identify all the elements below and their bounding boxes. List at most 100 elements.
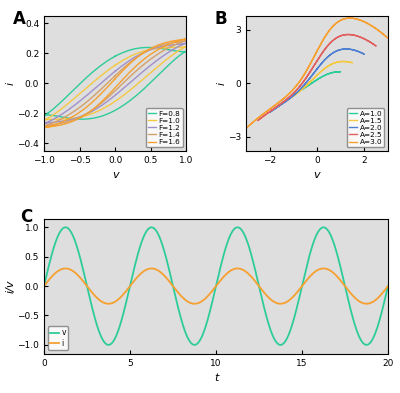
A=2.5 (272, 106, 277, 110)
A=2.5 (367, 39, 372, 44)
Line: A=3.0: A=3.0 (246, 18, 388, 129)
F=0.8 (146, 45, 151, 50)
F=1.0 (113, 63, 118, 68)
F=1.2 (144, 66, 149, 71)
X-axis label: v: v (112, 170, 118, 180)
F=1.0 (42, 118, 46, 122)
F=1.6 (144, 55, 149, 60)
A=1.5 (314, 73, 319, 78)
v (173, 294, 178, 299)
v (298, 289, 303, 294)
v (248, 249, 253, 254)
Line: i: i (44, 268, 388, 304)
F=1.0 (144, 74, 149, 79)
A=2.5 (354, 33, 358, 38)
Y-axis label: i: i (216, 82, 226, 85)
F=0.8 (62, 97, 67, 101)
F=1.6 (176, 38, 180, 42)
A=2.5 (346, 32, 350, 37)
A=1.0 (325, 72, 330, 77)
A=3.0 (306, 65, 311, 70)
Line: A=1.5: A=1.5 (281, 61, 352, 104)
X-axis label: t: t (214, 373, 218, 383)
A=2.0 (356, 50, 361, 54)
F=1.4 (160, 49, 165, 53)
F=1.2 (62, 110, 67, 115)
A=3.0 (378, 29, 382, 34)
Line: F=1.0: F=1.0 (44, 47, 186, 120)
F=1.6 (159, 41, 164, 46)
F=1.6 (104, 86, 109, 90)
F=1.0 (176, 45, 180, 50)
F=1.0 (159, 46, 164, 50)
Legend: F=0.8, F=1.0, F=1.2, F=1.4, F=1.6: F=0.8, F=1.0, F=1.2, F=1.4, F=1.6 (146, 108, 182, 147)
F=1.4 (144, 60, 149, 64)
F=0.8 (176, 49, 180, 54)
F=1.2 (104, 76, 109, 81)
F=1.2 (160, 54, 165, 59)
Line: A=2.5: A=2.5 (258, 35, 376, 121)
A=1.5 (346, 59, 351, 64)
A=2.0 (309, 74, 314, 79)
i (42, 284, 46, 288)
Legend: v, i: v, i (48, 326, 68, 350)
F=1.0 (184, 44, 188, 49)
A=1.0 (314, 77, 319, 82)
i (298, 285, 303, 290)
A=2.5 (314, 59, 319, 63)
i (104, 301, 109, 306)
Line: A=1.0: A=1.0 (293, 72, 341, 95)
F=0.8 (144, 84, 149, 89)
A=1.5 (314, 73, 319, 78)
A=3.0 (244, 126, 248, 131)
A=2.5 (341, 33, 346, 37)
F=0.8 (104, 59, 109, 64)
Line: A=2.0: A=2.0 (270, 49, 364, 112)
i (173, 287, 178, 292)
A=2.0 (281, 101, 286, 106)
A=1.0 (312, 79, 316, 84)
A=3.0 (346, 16, 351, 20)
i (386, 284, 390, 288)
A=2.5 (308, 70, 312, 75)
F=0.8 (160, 69, 165, 73)
A=1.5 (338, 59, 343, 64)
A=1.5 (289, 95, 294, 100)
F=1.4 (113, 73, 118, 78)
A=1.0 (337, 70, 342, 74)
F=1.4 (176, 40, 180, 44)
F=0.8 (113, 54, 118, 59)
v (104, 342, 109, 347)
A=3.0 (361, 19, 366, 24)
Line: F=0.8: F=0.8 (44, 48, 186, 119)
i (248, 274, 253, 278)
F=1.2 (184, 41, 188, 46)
A=1.0 (298, 88, 302, 93)
Y-axis label: i/v: i/v (6, 279, 16, 293)
A=2.5 (354, 33, 359, 38)
Line: F=1.4: F=1.4 (44, 41, 186, 126)
A=1.0 (330, 70, 335, 75)
F=1.2 (42, 121, 46, 126)
A=2.0 (336, 48, 340, 53)
F=1.0 (104, 69, 109, 74)
v (42, 284, 46, 288)
i (192, 301, 197, 306)
Line: F=1.2: F=1.2 (44, 43, 186, 123)
F=1.4 (184, 39, 188, 43)
v (386, 284, 390, 288)
A=1.5 (310, 77, 315, 82)
v (266, 319, 270, 324)
F=1.6 (113, 77, 118, 81)
A=3.0 (314, 49, 319, 54)
A=1.5 (279, 101, 284, 106)
X-axis label: v: v (314, 170, 320, 180)
F=0.8 (160, 46, 164, 51)
A=2.0 (346, 47, 351, 51)
A=2.0 (267, 110, 272, 115)
A=2.5 (314, 59, 319, 63)
Line: F=1.6: F=1.6 (44, 39, 186, 128)
A=1.0 (314, 77, 319, 82)
A=3.0 (362, 20, 367, 24)
i (324, 267, 329, 272)
